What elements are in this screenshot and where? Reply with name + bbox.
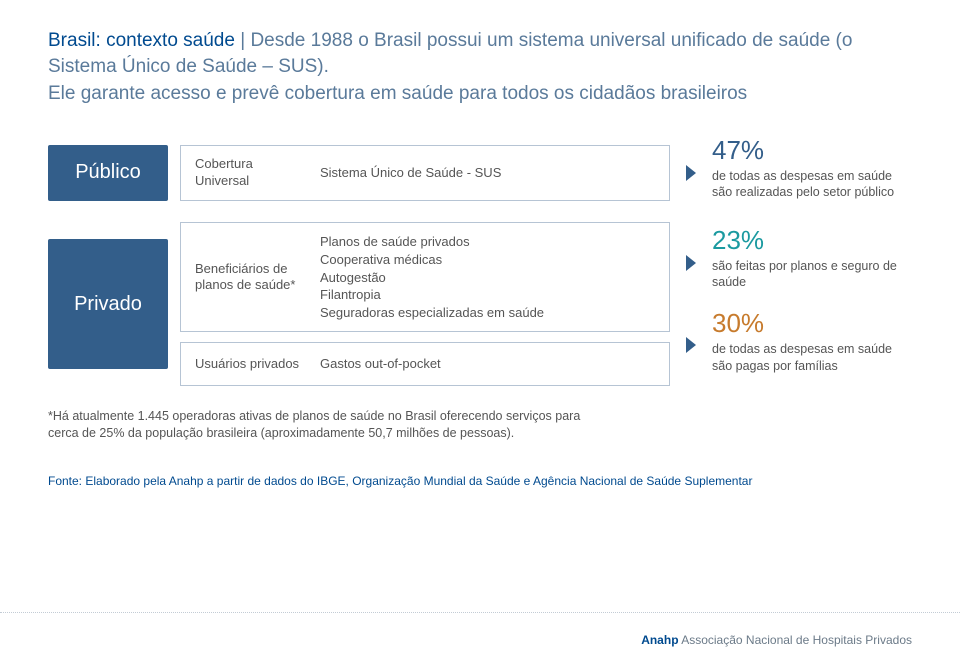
row-privado: Privado Beneficiários de planos de saúde… <box>48 222 912 386</box>
stat-privado-2-pct: 30% <box>712 308 912 339</box>
stat-privado-1-pct: 23% <box>712 225 912 256</box>
card-privado-1-left: Beneficiários de planos de saúde* <box>195 261 320 294</box>
footer: Anahp Associação Nacional de Hospitais P… <box>641 633 912 647</box>
row-publico: Público Cobertura Universal Sistema Únic… <box>48 135 912 211</box>
card-privado-1-right: Planos de saúde privados Cooperativa méd… <box>320 233 655 321</box>
card-publico-left: Cobertura Universal <box>195 156 320 189</box>
badge-privado: Privado <box>48 239 168 369</box>
stat-privado-1-text: são feitas por planos e seguro de saúde <box>712 258 912 291</box>
stat-publico-pct: 47% <box>712 135 912 166</box>
diagram: Público Cobertura Universal Sistema Únic… <box>48 135 912 488</box>
stat-publico: 47% de todas as despesas em saúde são re… <box>712 135 912 211</box>
card-privado-2-left: Usuários privados <box>195 356 320 372</box>
card-privado-1: Beneficiários de planos de saúde* Planos… <box>180 222 670 332</box>
card-privado-2-right: Gastos out-of-pocket <box>320 355 655 373</box>
footer-rest: Associação Nacional de Hospitais Privado… <box>679 633 912 647</box>
footer-bold: Anahp <box>641 633 678 647</box>
privado-cards: Beneficiários de planos de saúde* Planos… <box>180 222 670 386</box>
footnote: *Há atualmente 1.445 operadoras ativas d… <box>48 408 608 442</box>
source-line: Fonte: Elaborado pela Anahp a partir de … <box>48 474 912 488</box>
arrow-icon <box>686 165 696 181</box>
arrow-icon <box>686 337 696 353</box>
divider <box>0 612 960 613</box>
card-publico: Cobertura Universal Sistema Único de Saú… <box>180 145 670 201</box>
badge-publico: Público <box>48 145 168 201</box>
title-line1: Brasil: contexto saúde | Desde 1988 o Br… <box>48 28 912 79</box>
card-publico-right: Sistema Único de Saúde - SUS <box>320 164 655 182</box>
stat-privado-2-text: de todas as despesas em saúde são pagas … <box>712 341 912 374</box>
stats-privado: 23% são feitas por planos e seguro de sa… <box>712 222 912 386</box>
title-lead: Brasil: contexto saúde <box>48 30 235 51</box>
stat-publico-text: de todas as despesas em saúde são realiz… <box>712 168 912 201</box>
card-privado-2: Usuários privados Gastos out-of-pocket <box>180 342 670 386</box>
title-line2: Ele garante acesso e prevê cobertura em … <box>48 81 912 107</box>
arrow-icon <box>686 255 696 271</box>
title-block: Brasil: contexto saúde | Desde 1988 o Br… <box>48 28 912 107</box>
